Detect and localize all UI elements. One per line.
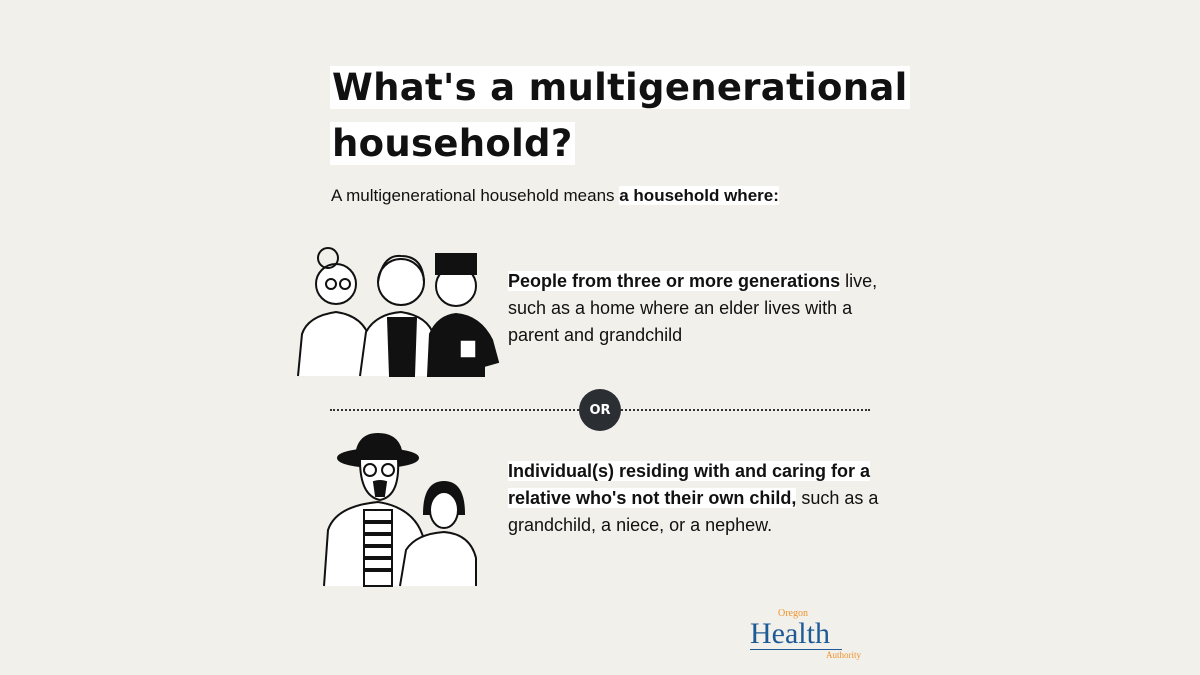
oregon-health-authority-logo: Oregon Health Authority <box>750 608 875 661</box>
option-three-generations: People from three or more generations li… <box>508 271 878 345</box>
or-badge: OR <box>579 389 621 431</box>
adult-and-child-illustration <box>323 432 477 587</box>
logo-health: Health <box>750 619 842 650</box>
logo-authority: Authority <box>826 650 861 660</box>
page-title: What's a multigenerational household? <box>330 66 910 165</box>
option-caring-relative: Individual(s) residing with and caring f… <box>508 461 879 535</box>
logo-oregon: Oregon <box>778 608 808 619</box>
three-generations-illustration <box>297 247 500 377</box>
intro-text: A multigenerational household means a ho… <box>331 186 779 205</box>
